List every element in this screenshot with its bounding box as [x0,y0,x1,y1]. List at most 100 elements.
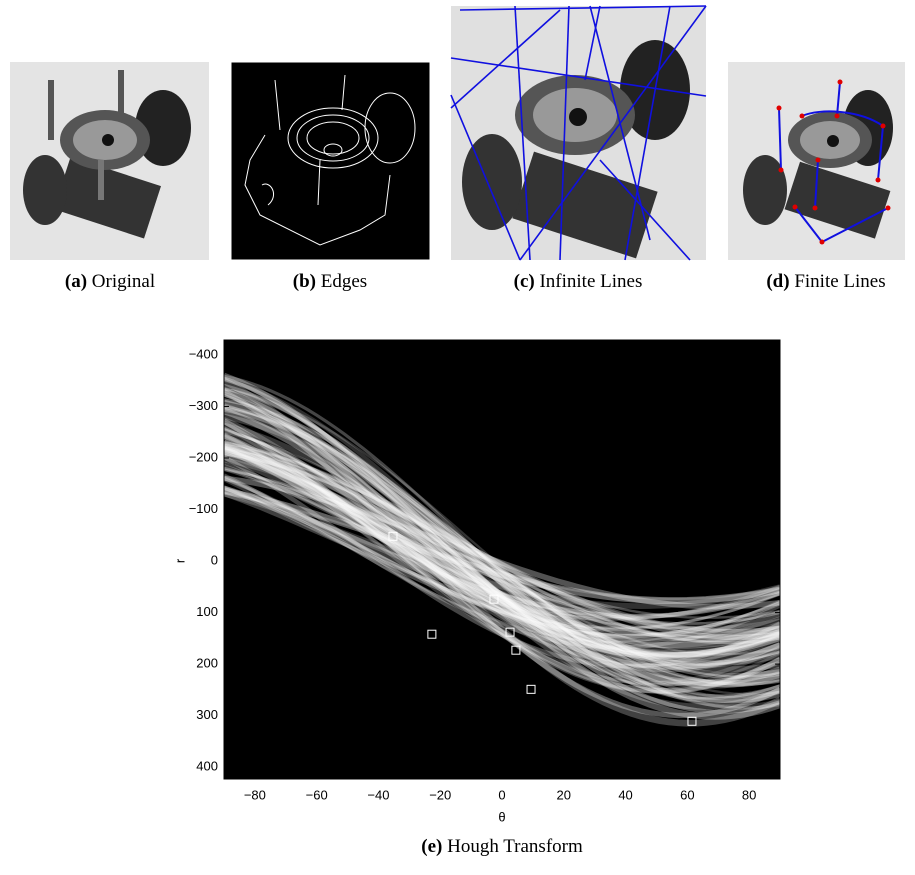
subfigure-caption: (c) Infinite Lines [514,271,643,292]
hough-curve [222,389,782,719]
y-tick-label: 300 [196,707,218,722]
y-tick-label: 200 [196,656,218,671]
peak-marker [511,645,521,655]
x-tick-label: −40 [367,787,389,802]
hough-curve [222,446,782,660]
hough-curve [223,487,781,604]
hough-curve [222,403,781,689]
hough-curve [222,418,782,694]
hough-curve [223,420,781,694]
hough-curve [223,473,781,650]
hough-curve [223,491,781,600]
subfigure-text: Edges [321,271,367,292]
subfigure-label: (a) [65,271,87,292]
peak-marker [427,629,437,639]
hough-curve [222,434,781,673]
hough-curve [223,445,781,668]
hough-curve [223,476,781,637]
y-tick-label: 0 [211,552,218,567]
hough-curve [223,457,781,631]
hough-curve [223,428,781,667]
hough-curve [223,461,781,642]
hough-curve [222,372,781,720]
subfigure-caption: (a) Original [65,271,155,292]
hough-curve [223,432,781,685]
x-tick-label: 0 [498,787,505,802]
peak-marker [388,531,398,541]
hough-curve [222,455,782,669]
hough-curve [223,378,781,709]
plot-frame [223,339,781,780]
subfigure-text: Hough Transform [447,836,583,857]
peak-marker [526,684,536,694]
hough-curve [223,441,781,645]
hough-curve [223,413,781,672]
hough-curve [223,406,781,678]
peak-marker [687,716,697,726]
subfigure-text: Original [92,271,155,292]
hough-curve [223,398,781,686]
subfigure-caption: (b) Edges [293,271,367,292]
hough-curve [223,444,781,641]
hough-curve [222,433,781,670]
peak-marker [505,627,515,637]
chart-caption: (e) Hough Transform [421,836,583,857]
hough-curve [223,443,781,654]
hough-curve [223,426,781,669]
hough-curve [223,428,781,665]
hough-curve [223,491,781,609]
x-tick-label: −60 [306,787,328,802]
hough-curve [222,377,782,727]
hough-curve [223,468,781,630]
hough-curve [222,444,781,659]
subfigure-caption: (d) Finite Lines [766,271,885,292]
hough-curve [223,492,781,621]
peak-marker [489,594,499,604]
hough-curve [223,452,781,638]
photo-infinite-lines [450,5,707,261]
subfigure-label: (c) [514,271,535,292]
hough-curve [222,407,781,686]
subfigure-label: (d) [766,271,789,292]
subfigure-label: (e) [421,836,442,857]
hough-curve [223,426,781,687]
hough-curve [223,394,781,700]
hough-curve [223,432,781,663]
y-tick-label: 100 [196,604,218,619]
y-tick-label: 400 [196,759,218,774]
photo-original [10,62,209,260]
hough-curve [223,440,781,658]
x-tick-label: 60 [680,787,694,802]
hough-curve [223,468,781,619]
subfigure-text: Infinite Lines [539,271,642,292]
hough-curve [223,387,781,696]
x-axis-label: θ [498,809,505,824]
y-tick-label: −300 [189,398,218,413]
y-tick-label: −400 [189,346,218,361]
hough-curve [223,374,781,710]
hough-curve [223,387,781,699]
hough-curve [223,479,781,643]
x-tick-label: −20 [429,787,451,802]
hough-curve [223,451,781,633]
hough-curve [223,417,781,686]
x-tick-label: 40 [618,787,632,802]
edges-image [230,61,431,261]
hough-curve [223,445,781,658]
hough-curve [223,451,781,643]
x-tick-label: 20 [557,787,571,802]
photo-finite-lines [728,62,905,260]
x-tick-label: 80 [742,787,756,802]
y-tick-label: −100 [189,501,218,516]
hough-curve [222,447,781,649]
hough-curve [223,475,781,610]
plot-area [224,340,780,779]
hough-curve [222,442,782,657]
y-tick-label: −200 [189,449,218,464]
hough-curve [222,387,782,710]
hough-curve [223,399,781,688]
hough-curve [223,448,781,636]
hough-curve [223,486,781,631]
hough-curve [223,405,781,680]
hough-accumulator [222,372,782,727]
